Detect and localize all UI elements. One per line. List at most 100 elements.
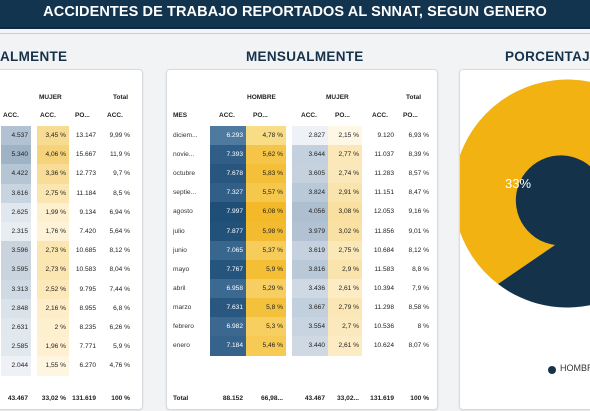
monthly-cell-hombre-acc: 7.631 bbox=[210, 297, 246, 318]
legend-label-hombre: HOMBR bbox=[560, 363, 590, 373]
left-total-pct: 100 % bbox=[111, 395, 130, 402]
column-group-mujer: MUJER bbox=[326, 94, 349, 101]
monthly-cell-month: febrero bbox=[173, 323, 194, 330]
left-cell-mujer-pct: 2,73 % bbox=[37, 241, 69, 262]
monthly-cell-total-pct: 8 % bbox=[417, 323, 429, 330]
monthly-cell-total-pct: 6,93 % bbox=[408, 132, 429, 139]
left-cell-total-acc: 7.420 bbox=[79, 228, 96, 235]
monthly-cell-total-acc: 11.037 bbox=[374, 151, 394, 159]
left-total-acc: 131.619 bbox=[72, 395, 96, 402]
monthly-cell-hombre-acc: 7.997 bbox=[210, 202, 246, 223]
section-title-annual: ALMENTE bbox=[0, 49, 68, 64]
monthly-cell-total-acc: 11.583 bbox=[374, 265, 394, 273]
monthly-cell-mujer-pct: 2,91 % bbox=[328, 183, 362, 204]
monthly-cell-month: julio bbox=[173, 227, 185, 235]
monthly-cell-month: enero bbox=[173, 342, 190, 350]
donut-percentage-label: 33% bbox=[505, 176, 531, 191]
monthly-cell-total-acc: 11.298 bbox=[374, 303, 394, 311]
monthly-column-header: MES bbox=[173, 112, 188, 119]
monthly-cell-mujer-pct: 2,74 % bbox=[328, 164, 362, 185]
monthly-cell-total-pct: 8,39 % bbox=[408, 151, 429, 159]
left-column-header: ACC. bbox=[3, 112, 19, 119]
left-cell-total-acc: 13.147 bbox=[75, 132, 96, 139]
left-cell-mujer-pct: 1,55 % bbox=[37, 356, 69, 377]
left-cell-total-pct: 6,94 % bbox=[109, 208, 130, 216]
monthly-cell-mujer-acc: 3.605 bbox=[292, 164, 328, 185]
monthly-cell-hombre-pct: 5,37 % bbox=[246, 240, 286, 261]
monthly-cell-hombre-pct: 5,83 % bbox=[246, 164, 286, 185]
left-cell-total-acc: 11.184 bbox=[76, 189, 96, 197]
left-cell-mujer-pct: 3,36 % bbox=[37, 164, 69, 185]
monthly-cell-mujer-acc: 3.554 bbox=[292, 317, 328, 337]
monthly-cell-mujer-pct: 3,02 % bbox=[328, 221, 362, 242]
monthly-cell-month: mayo bbox=[173, 265, 190, 273]
monthly-cell-hombre-pct: 5,46 % bbox=[246, 336, 286, 357]
title-underline bbox=[0, 27, 590, 29]
left-cell-mujer-pct: 1,99 % bbox=[37, 202, 69, 223]
left-cell-mujer-acc: 2.044 bbox=[1, 356, 31, 377]
monthly-cell-total-pct: 9,01 % bbox=[408, 227, 429, 235]
monthly-column-header: PO... bbox=[253, 112, 268, 119]
left-cell-total-pct: 8,5 % bbox=[113, 189, 130, 197]
monthly-cell-mujer-acc: 3.436 bbox=[292, 278, 328, 299]
monthly-cell-hombre-pct: 5,9 % bbox=[246, 259, 286, 280]
legend-dot-hombre bbox=[548, 366, 556, 374]
monthly-cell-total-acc: 10.684 bbox=[373, 246, 394, 254]
monthly-cell-mujer-acc: 3.824 bbox=[292, 183, 328, 204]
monthly-cell-hombre-acc: 7.065 bbox=[210, 240, 246, 261]
monthly-cell-mujer-pct: 2,79 % bbox=[328, 297, 362, 318]
left-cell-total-acc: 12.773 bbox=[75, 170, 96, 178]
divider bbox=[0, 33, 590, 34]
monthly-table-card: HOMBRE MUJER Total MES ACC. PO... ACC. PO... ACC… bbox=[166, 69, 438, 410]
monthly-column-header: ACC. bbox=[372, 112, 388, 119]
left-cell-mujer-acc: 2.631 bbox=[1, 318, 31, 338]
monthly-cell-mujer-acc: 3.816 bbox=[292, 259, 328, 280]
left-cell-mujer-pct: 1,76 % bbox=[37, 222, 69, 242]
monthly-cell-hombre-pct: 5,29 % bbox=[246, 278, 286, 299]
monthly-cell-mujer-pct: 2,9 % bbox=[328, 259, 362, 280]
monthly-cell-total-acc: 9.120 bbox=[377, 132, 394, 139]
left-cell-total-pct: 5,9 % bbox=[113, 343, 130, 351]
left-cell-mujer-pct: 2 % bbox=[37, 318, 69, 338]
left-cell-total-pct: 9,7 % bbox=[113, 170, 130, 178]
monthly-cell-mujer-acc: 3.440 bbox=[292, 336, 328, 357]
column-total-header: Total bbox=[113, 94, 129, 101]
monthly-cell-total-pct: 8,07 % bbox=[408, 342, 429, 350]
left-cell-total-acc: 7.771 bbox=[79, 343, 96, 351]
monthly-cell-hombre-acc: 7.327 bbox=[210, 183, 246, 204]
left-cell-mujer-acc: 4.537 bbox=[1, 126, 31, 146]
monthly-cell-mujer-acc: 4.056 bbox=[292, 202, 328, 223]
monthly-cell-mujer-pct: 3,08 % bbox=[328, 202, 362, 223]
left-cell-mujer-pct: 4,06 % bbox=[37, 145, 69, 166]
monthly-cell-total-pct: 8,57 % bbox=[408, 170, 429, 178]
left-cell-mujer-acc: 3.616 bbox=[1, 183, 31, 204]
monthly-cell-hombre-pct: 5,57 % bbox=[246, 183, 286, 204]
monthly-cell-total-pct: 8,47 % bbox=[408, 189, 429, 197]
left-cell-mujer-acc: 2.625 bbox=[1, 202, 31, 223]
monthly-cell-mujer-acc: 3.979 bbox=[292, 221, 328, 242]
monthly-cell-total-acc: 10.624 bbox=[373, 342, 394, 350]
monthly-cell-total-acc: 12.053 bbox=[373, 208, 394, 216]
left-cell-total-acc: 10.685 bbox=[75, 247, 96, 255]
left-cell-mujer-acc: 2.315 bbox=[1, 222, 31, 242]
left-cell-mujer-acc: 2.848 bbox=[1, 298, 31, 319]
monthly-total-cell: 33,02... bbox=[337, 395, 359, 402]
monthly-total-cell: 131.619 bbox=[370, 395, 394, 402]
monthly-cell-mujer-pct: 2,75 % bbox=[328, 240, 362, 261]
monthly-cell-total-pct: 7,9 % bbox=[412, 284, 429, 292]
monthly-cell-mujer-acc: 3.619 bbox=[292, 240, 328, 261]
left-cell-mujer-pct: 2,52 % bbox=[37, 279, 69, 300]
monthly-cell-total-pct: 8,8 % bbox=[412, 265, 429, 273]
donut-segment-hombre[interactable] bbox=[498, 82, 590, 308]
monthly-cell-month: junio bbox=[173, 246, 187, 254]
gender-donut-chart: 33% bbox=[460, 79, 590, 308]
monthly-cell-mujer-pct: 2,61 % bbox=[328, 336, 362, 357]
page-title: ACCIDENTES DE TRABAJO REPORTADOS AL SNNA… bbox=[43, 4, 547, 20]
monthly-cell-mujer-acc: 3.644 bbox=[292, 145, 328, 166]
monthly-total-cell: Total bbox=[173, 395, 189, 402]
monthly-cell-total-pct: 8,58 % bbox=[408, 303, 429, 311]
monthly-cell-mujer-acc: 3.667 bbox=[292, 297, 328, 318]
monthly-cell-hombre-pct: 4,78 % bbox=[246, 126, 286, 146]
monthly-total-cell: 43.467 bbox=[304, 395, 325, 402]
left-cell-total-acc: 8.235 bbox=[79, 324, 96, 331]
